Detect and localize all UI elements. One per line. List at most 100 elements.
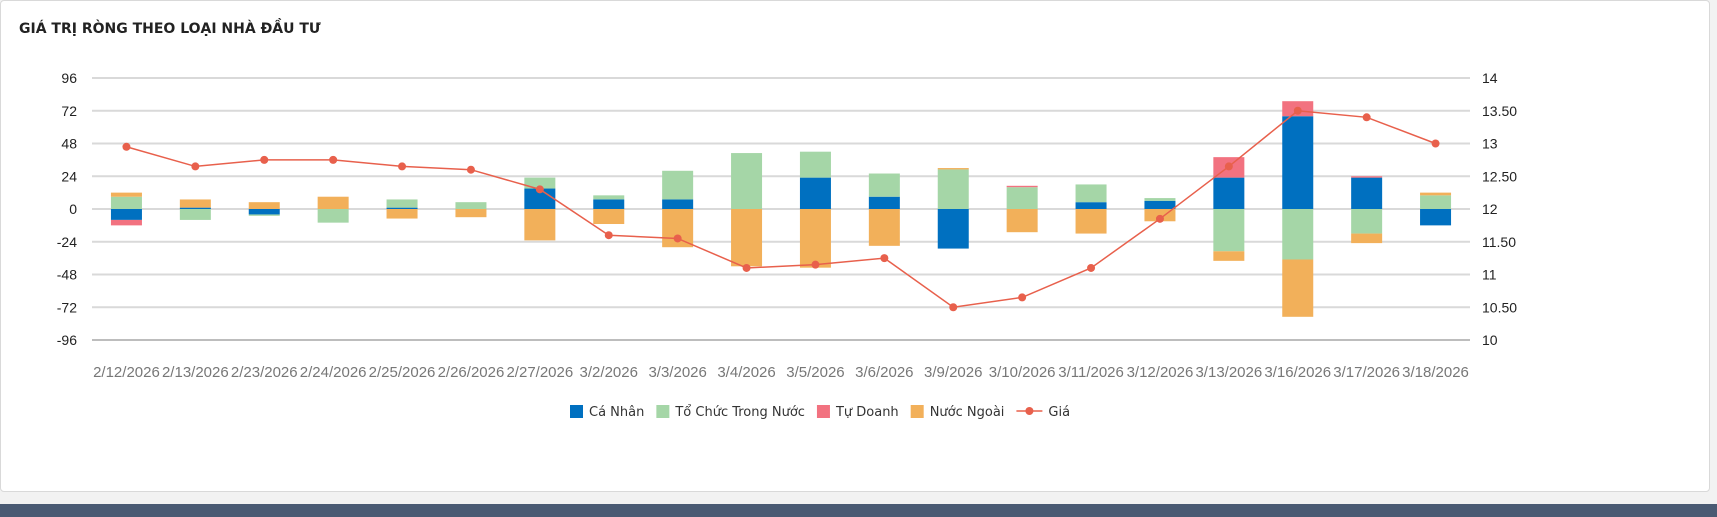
y-tick-right: 10.50 [1482,299,1517,315]
x-tick: 3/18/2026 [1402,364,1469,381]
price-point [1362,113,1371,122]
price-point [329,155,338,164]
bar-segment [1282,259,1314,317]
x-tick: 2/27/2026 [506,364,573,381]
bar-segment [1006,185,1038,188]
bar-segment [524,177,556,189]
bar-segment [868,209,900,246]
bar-segment [868,196,900,209]
bar-segment [731,153,763,209]
bar-segment [110,219,142,226]
price-point [604,231,613,240]
bar-segment [1351,176,1383,178]
bar-segment [1144,198,1176,201]
bar-segment [110,192,142,197]
x-tick: 3/11/2026 [1058,364,1124,381]
bar-segment [662,199,694,209]
x-tick: 3/16/2026 [1264,364,1331,381]
x-tick: 3/9/2026 [924,364,982,381]
y-tick-left: -48 [57,267,77,283]
bar-segment [1075,209,1107,234]
price-point [949,303,958,312]
price-point [398,162,407,171]
legend-label: Tự Doanh [835,405,899,420]
bar-segment [317,209,349,223]
price-point [535,185,544,194]
chart-area: 96 72 48 24 0 -24 -48 -72 -96 14 13.50 13 12.50 12 11.… [57,70,1517,420]
legend-swatch [816,405,830,418]
price-point [1018,293,1027,302]
y-tick-right: 11.50 [1482,234,1516,250]
bar-segment [1282,209,1314,260]
bar-segment [248,209,280,215]
y-tick-right: 13.50 [1482,103,1517,119]
bottom-bar [0,504,1717,517]
chart-title: GIÁ TRỊ RÒNG THEO LOẠI NHÀ ĐẦU TƯ [19,21,321,37]
x-tick: 3/12/2026 [1127,364,1194,381]
bar-segment [110,196,142,209]
price-line [126,109,1436,309]
bar-segment [868,173,900,197]
bar-segment [1420,195,1452,209]
bar-segment [1006,209,1038,233]
bar-segment [731,209,763,267]
y-tick-right: 11 [1482,267,1497,283]
price-point [1293,106,1302,115]
y-tick-left: 24 [61,168,77,184]
y-tick-left: -24 [57,234,77,250]
price-point [1224,162,1233,171]
bar-segment [1351,177,1383,209]
bar-segment [455,209,487,218]
price-point [742,263,751,272]
bar-segment [1351,209,1383,234]
bar-segment [1213,177,1245,209]
bar-segment [386,207,418,209]
price-point [191,162,200,171]
x-tick: 3/6/2026 [855,364,913,381]
y-tick-left: 72 [61,103,77,119]
x-tick: 2/13/2026 [162,364,229,381]
x-tick: 2/25/2026 [369,364,436,381]
bar-segment [386,209,418,219]
bar-segment [455,202,487,209]
bar-segment [593,209,625,225]
bar-segment [1075,184,1107,203]
bar-segment [524,209,556,241]
y-tick-right: 13 [1482,136,1498,152]
x-tick: 3/13/2026 [1195,364,1262,381]
price-point [466,165,475,174]
y-tick-left: 96 [61,70,77,86]
x-tick: 2/12/2026 [93,364,160,381]
bar-segment [179,207,211,209]
x-tick: 2/24/2026 [300,364,367,381]
x-tick: 3/5/2026 [786,364,844,381]
bar-segment [179,199,211,208]
x-tick: 3/10/2026 [989,364,1056,381]
bar-segment [386,199,418,208]
y-tick-right: 12.50 [1482,168,1517,184]
x-tick: 3/3/2026 [648,364,706,381]
legend-label: Nước Ngoài [930,405,1005,420]
bar-segment [110,209,142,220]
bar-segment [1213,209,1245,252]
y-tick-left: 0 [69,201,77,217]
price-point [880,254,889,263]
bar-segment [248,214,280,216]
bar-segment [1351,233,1383,244]
legend-swatch [656,405,670,418]
legend-label: Tổ Chức Trong Nước [674,405,805,420]
legend-swatch [910,405,924,418]
bar-segment [248,202,280,209]
bar-segment [799,177,831,209]
y-tick-right: 10 [1482,332,1498,348]
bar-segment [1420,192,1452,196]
bar-segment [317,196,349,209]
x-tick: 2/26/2026 [438,364,505,381]
price-point [260,155,269,164]
bar-segment [937,209,969,249]
bar-segment [662,170,694,200]
y-tick-left: -72 [57,299,77,315]
price-point [811,260,820,269]
chart-card: GIÁ TRỊ RÒNG THEO LOẠI NHÀ ĐẦU TƯ [0,0,1710,492]
bar-segment [937,168,969,170]
